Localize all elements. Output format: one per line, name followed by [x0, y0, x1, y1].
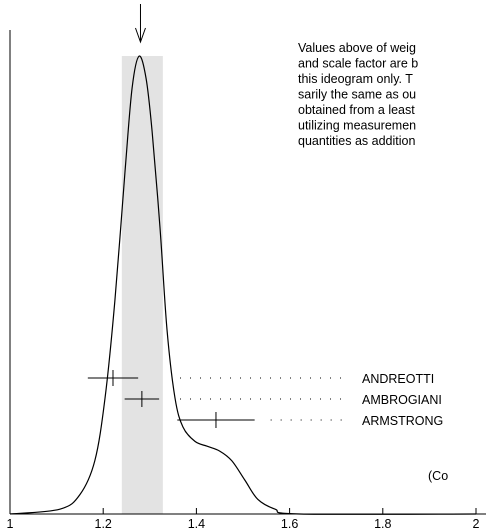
- x-tick-label: 1.6: [281, 517, 298, 531]
- note-line: utilizing measuremen: [298, 119, 416, 133]
- ideogram-curve: [9, 55, 477, 515]
- x-tick-label: 1.8: [374, 517, 391, 531]
- measurement-label: AMBROGIANI: [362, 393, 442, 407]
- measurement-label: ANDREOTTI: [362, 372, 434, 386]
- arrow: [135, 4, 146, 44]
- note-line: sarily the same as ou: [298, 88, 416, 102]
- note-line: and scale factor are b: [298, 57, 418, 71]
- note-line: Values above of weig: [298, 41, 416, 55]
- units-label: (Co: [428, 469, 448, 483]
- note-line: obtained from a least: [298, 103, 415, 117]
- x-tick-label: 2: [473, 517, 480, 531]
- note-line: this ideogram only. T: [298, 72, 413, 86]
- x-tick-label: 1.2: [95, 517, 112, 531]
- band: [121, 56, 163, 514]
- x-tick-label: 1: [7, 517, 14, 531]
- x-tick-label: 1.4: [188, 517, 205, 531]
- measurement-label: ARMSTRONG: [362, 414, 443, 428]
- note-line: quantities as addition: [298, 134, 415, 148]
